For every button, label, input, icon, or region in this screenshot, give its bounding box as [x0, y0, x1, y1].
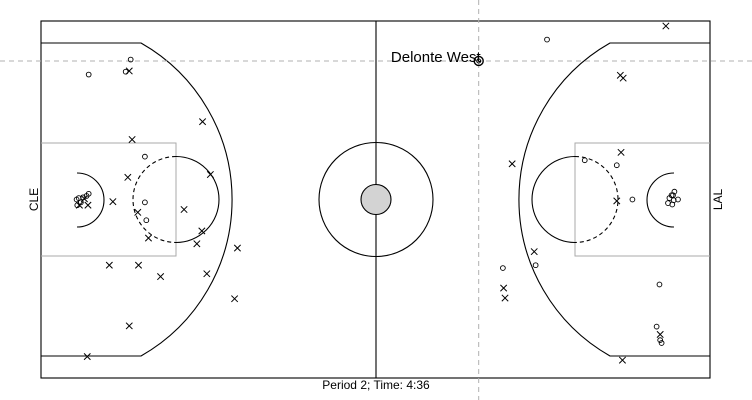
missed-shot-marker: [105, 261, 113, 269]
missed-shot-marker: [198, 227, 206, 235]
highlight-player-label: Delonte West: [391, 49, 482, 66]
missed-shot-marker: [134, 261, 143, 269]
missed-shot-marker: [206, 170, 214, 179]
left-free-throw-arc-dashed: [132, 155, 177, 244]
made-shot-marker: [83, 193, 90, 199]
missed-shot-marker: [144, 234, 153, 242]
made-shot-marker: [581, 157, 588, 164]
missed-shot-marker: [203, 270, 211, 278]
missed-shot-marker: [231, 295, 239, 303]
missed-shot-marker: [500, 284, 508, 292]
made-shot-marker: [657, 337, 664, 344]
missed-shot-marker: [193, 240, 201, 248]
missed-shot-marker: [128, 135, 136, 144]
made-shot-marker: [143, 217, 150, 224]
away-team-label: LAL: [711, 189, 725, 211]
right-key: [574, 142, 710, 257]
made-shot-marker: [532, 262, 539, 269]
made-shot-marker: [675, 196, 681, 203]
made-shot-marker: [658, 340, 665, 346]
made-shot-marker: [656, 281, 663, 288]
made-shot-marker: [78, 199, 84, 206]
made-shot-marker: [653, 323, 660, 330]
made-shot-marker: [671, 188, 678, 195]
missed-shot-marker: [125, 67, 133, 75]
missed-shot-marker: [662, 22, 670, 30]
left-free-throw-arc-solid: [175, 155, 220, 244]
missed-shot-marker: [180, 205, 188, 214]
missed-shot-marker: [656, 330, 664, 338]
missed-shot-marker: [618, 356, 627, 364]
highlight-marker-core: [476, 58, 482, 64]
missed-shot-marker: [199, 118, 207, 126]
center-circle-outer: [318, 141, 434, 258]
made-shot-marker: [669, 201, 676, 208]
missed-shot-marker: [84, 201, 92, 209]
center-circle-inner: [360, 183, 392, 216]
made-shot-marker: [666, 195, 673, 201]
made-shot-marker: [142, 199, 148, 206]
made-shot-marker: [629, 196, 636, 203]
home-team-label: CLE: [27, 188, 41, 211]
missed-shot-marker: [157, 273, 165, 281]
made-shot-marker: [127, 56, 134, 63]
highlight-marker: [473, 55, 484, 67]
right-three-point-line: [518, 42, 710, 357]
made-shot-marker: [613, 162, 620, 169]
made-shot-marker: [85, 71, 92, 78]
missed-shot-marker: [83, 353, 91, 361]
made-shot-marker: [544, 36, 550, 43]
right-free-throw-arc-solid: [531, 155, 576, 244]
missed-shot-marker: [75, 201, 83, 209]
missed-shot-marker: [613, 197, 621, 205]
made-shot-marker: [670, 192, 676, 199]
missed-shot-marker: [80, 195, 88, 203]
left-key: [41, 142, 177, 257]
missed-shot-marker: [124, 173, 132, 181]
shot-markers: [73, 22, 681, 364]
right-restricted-arc: [646, 172, 675, 228]
missed-shot-marker: [508, 160, 516, 168]
missed-shot-marker: [501, 294, 509, 302]
period-time-caption: Period 2; Time: 4:36: [322, 378, 430, 392]
made-shot-marker: [500, 265, 506, 271]
missed-shot-marker: [125, 322, 133, 330]
right-free-throw-arc-dashed: [574, 155, 619, 244]
missed-shot-marker: [619, 74, 627, 82]
missed-shot-marker: [617, 148, 625, 156]
missed-shot-marker: [109, 198, 117, 206]
left-restricted-arc: [76, 172, 105, 228]
made-shot-marker: [142, 153, 148, 160]
missed-shot-marker: [233, 244, 241, 252]
missed-shot-marker: [134, 208, 142, 216]
left-three-point-line: [41, 42, 233, 357]
missed-shot-marker: [530, 248, 538, 256]
